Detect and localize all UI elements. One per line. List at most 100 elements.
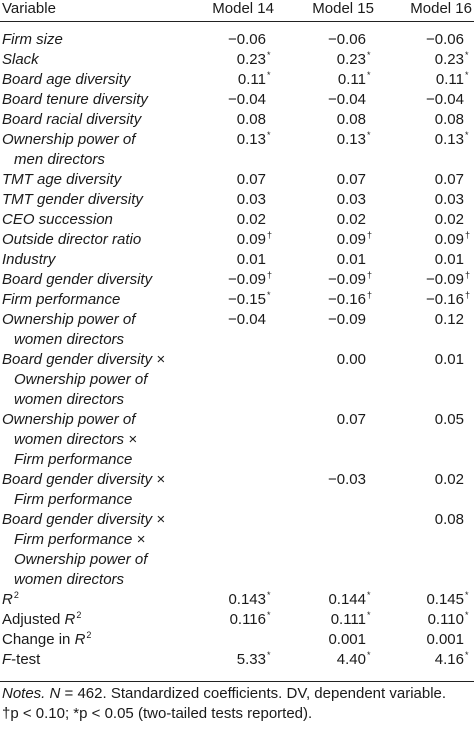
coefficient-cell: 0.09† — [336, 230, 373, 249]
table-row: TMT age diversity 0.07 0.07 0.07 — [0, 170, 474, 190]
variable-label: women directors — [14, 331, 125, 348]
table-row: Firm performance −0.15* −0.16† −0.16† — [0, 290, 474, 310]
table-row: men directors — [0, 150, 474, 170]
coefficient-cell: 0.145* — [426, 590, 469, 609]
coefficient-cell: 0.001 — [328, 631, 366, 648]
header-model-14: Model 14 — [212, 0, 274, 17]
coefficient-cell: 0.03 — [236, 191, 266, 208]
variable-label: Board racial diversity — [2, 111, 142, 128]
coefficient-cell: 0.08 — [434, 111, 464, 128]
variable-label: Industry — [2, 251, 56, 268]
table-row: Ownership power of −0.04 −0.09 0.12 — [0, 310, 474, 330]
coefficient-cell: 0.116* — [229, 610, 271, 629]
table-notes: Notes. N = 462. Standardized coefficient… — [2, 684, 474, 724]
table-row: Industry 0.01 0.01 0.01 — [0, 250, 474, 270]
coefficient-cell: −0.06 — [228, 31, 266, 48]
table-row: Firm performance — [0, 490, 474, 510]
variable-label: Board gender diversity × — [2, 471, 166, 488]
variable-label: F-test — [2, 651, 41, 668]
coefficient-cell: −0.06 — [328, 31, 366, 48]
bottom-rule — [0, 681, 474, 682]
coefficient-cell: 0.13* — [336, 130, 371, 149]
variable-label: Firm size — [2, 31, 63, 48]
coefficient-cell: −0.04 — [228, 91, 266, 108]
table-row: Board gender diversity × −0.03 0.02 — [0, 470, 474, 490]
notes-line1-rest: = 462. Standardized coefficients. DV, de… — [60, 685, 447, 702]
variable-label: Ownership power of — [2, 131, 136, 148]
header-model-15: Model 15 — [312, 0, 374, 17]
header-rule — [0, 21, 474, 22]
coefficient-cell: 0.02 — [434, 211, 464, 228]
variable-label: Ownership power of — [14, 551, 148, 568]
coefficient-cell: 0.01 — [336, 251, 366, 268]
table-row: Firm performance — [0, 450, 474, 470]
variable-label: Board gender diversity — [2, 271, 153, 288]
variable-label: Board gender diversity × — [2, 351, 166, 368]
variable-label: Change in R2 — [2, 630, 92, 649]
variable-label: Board age diversity — [2, 71, 131, 88]
coefficient-cell: 0.11* — [435, 70, 469, 89]
coefficient-cell: 5.33* — [236, 650, 271, 669]
variable-label: Board gender diversity × — [2, 511, 166, 528]
table-row: Board gender diversity × 0.08 — [0, 510, 474, 530]
coefficient-cell: 0.110* — [427, 610, 469, 629]
variable-label: women directors — [14, 391, 125, 408]
coefficient-cell: −0.09† — [228, 270, 273, 289]
table-row: Board age diversity 0.11* 0.11* 0.11* — [0, 70, 474, 90]
coefficient-cell: 0.08 — [336, 111, 366, 128]
coefficient-cell: 0.03 — [336, 191, 366, 208]
variable-label: TMT age diversity — [2, 171, 122, 188]
table-row: Firm performance × — [0, 530, 474, 550]
variable-label: Board tenure diversity — [2, 91, 148, 108]
coefficient-cell: 0.23* — [236, 50, 271, 69]
coefficient-cell: 0.07 — [434, 171, 464, 188]
table-row: women directors — [0, 330, 474, 350]
coefficient-cell: −0.15* — [228, 290, 271, 309]
coefficient-cell: 0.11* — [237, 70, 271, 89]
coefficient-cell: 0.12 — [434, 311, 464, 328]
coefficient-cell: 4.40* — [336, 650, 371, 669]
coefficient-cell: 0.23* — [336, 50, 371, 69]
coefficient-cell: 0.08 — [236, 111, 266, 128]
coefficient-cell: 0.11* — [337, 70, 371, 89]
variable-label: Slack — [2, 51, 39, 68]
coefficient-cell: 4.16* — [434, 650, 469, 669]
variable-label: Firm performance × — [14, 531, 146, 548]
coefficient-cell: −0.09† — [426, 270, 471, 289]
coefficient-cell: 0.001 — [426, 631, 464, 648]
coefficient-cell: 0.01 — [236, 251, 266, 268]
coefficient-cell: 0.00 — [336, 351, 366, 368]
coefficient-cell: 0.07 — [236, 171, 266, 188]
table-row: Outside director ratio 0.09† 0.09† 0.09† — [0, 230, 474, 250]
variable-label: TMT gender diversity — [2, 191, 143, 208]
coefficient-cell: 0.08 — [434, 511, 464, 528]
table-row: Adjusted R2 0.116* 0.111* 0.110* — [0, 610, 474, 630]
coefficient-cell: 0.09† — [236, 230, 273, 249]
table-row: F-test 5.33* 4.40* 4.16* — [0, 650, 474, 670]
coefficient-cell: 0.07 — [336, 171, 366, 188]
table-row: Board tenure diversity −0.04 −0.04 −0.04 — [0, 90, 474, 110]
header-model-16: Model 16 — [410, 0, 472, 17]
table-row: Ownership power of 0.13* 0.13* 0.13* — [0, 130, 474, 150]
notes-prefix: Notes. — [2, 685, 50, 702]
coefficient-cell: −0.16† — [426, 290, 471, 309]
coefficient-cell: 0.144* — [328, 590, 371, 609]
coefficient-cell: −0.09 — [328, 311, 366, 328]
coefficient-cell: 0.13* — [236, 130, 271, 149]
variable-label: Adjusted R2 — [2, 610, 82, 629]
table-row: CEO succession 0.02 0.02 0.02 — [0, 210, 474, 230]
table-row: Change in R2 0.001 0.001 — [0, 630, 474, 650]
coefficient-cell: 0.03 — [434, 191, 464, 208]
coefficient-cell: −0.04 — [426, 91, 464, 108]
table-row: Board racial diversity 0.08 0.08 0.08 — [0, 110, 474, 130]
notes-line-1: Notes. N = 462. Standardized coefficient… — [2, 684, 474, 704]
coefficient-cell: 0.02 — [434, 471, 464, 488]
table-row: Ownership power of 0.07 0.05 — [0, 410, 474, 430]
variable-label: women directors — [14, 571, 125, 588]
table-row: TMT gender diversity 0.03 0.03 0.03 — [0, 190, 474, 210]
coefficient-cell: 0.07 — [336, 411, 366, 428]
header-variable: Variable — [2, 0, 56, 17]
coefficient-cell: 0.01 — [434, 251, 464, 268]
coefficient-cell: 0.09† — [434, 230, 471, 249]
coefficient-cell: 0.13* — [434, 130, 469, 149]
